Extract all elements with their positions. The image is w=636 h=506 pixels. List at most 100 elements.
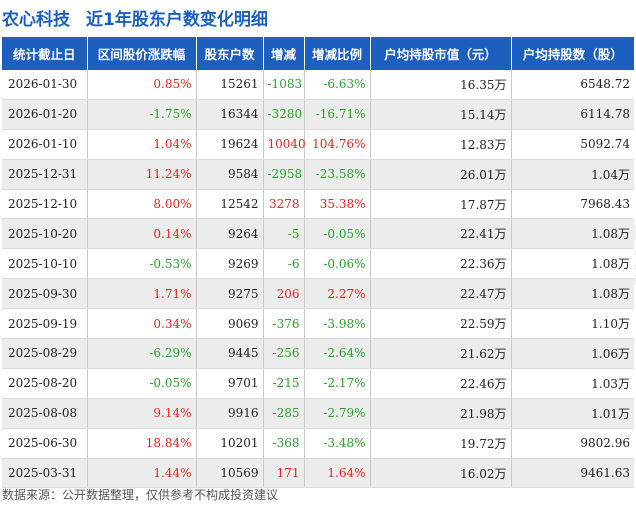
cell-price-change: 1.44% bbox=[87, 458, 197, 489]
cell-change-pct: 2.27% bbox=[304, 278, 371, 310]
cell-change: -368 bbox=[263, 428, 305, 459]
cell-change: -5 bbox=[263, 218, 305, 250]
cell-avg-value: 19.72万 bbox=[370, 428, 512, 459]
cell-change-pct: -6.63% bbox=[304, 70, 371, 100]
cell-date: 2025-08-29 bbox=[2, 338, 88, 369]
table-row: 2025-10-20 0.14% 9264 -5 -0.05% 22.41万 1.08万 bbox=[2, 218, 634, 250]
cell-date: 2026-01-30 bbox=[2, 70, 88, 100]
cell-change-pct: -3.48% bbox=[304, 428, 371, 459]
cell-avg-shares: 1.08万 bbox=[511, 218, 634, 250]
cell-holders: 10201 bbox=[196, 428, 264, 459]
cell-change: -285 bbox=[263, 398, 305, 429]
table-header-row: 统计截止日 区间股价涨跌幅 股东户数 增减 增减比例 户均持股市值（元） 户均持… bbox=[2, 37, 634, 70]
cell-avg-value: 17.87万 bbox=[370, 189, 512, 220]
cell-price-change: 8.00% bbox=[87, 189, 197, 220]
cell-holders: 9916 bbox=[196, 398, 264, 429]
cell-date: 2026-01-10 bbox=[2, 129, 88, 160]
cell-price-change: 1.04% bbox=[87, 129, 197, 160]
cell-avg-value: 16.02万 bbox=[370, 458, 512, 489]
cell-avg-shares: 1.08万 bbox=[511, 278, 634, 310]
cell-avg-value: 22.46万 bbox=[370, 368, 512, 399]
cell-avg-value: 26.01万 bbox=[370, 159, 512, 190]
cell-change-pct: -2.79% bbox=[304, 398, 371, 429]
cell-holders: 9584 bbox=[196, 159, 264, 190]
cell-change: -6 bbox=[263, 248, 305, 280]
cell-avg-shares: 1.10万 bbox=[511, 308, 634, 340]
cell-change-pct: -2.17% bbox=[304, 368, 371, 399]
table-row: 2025-12-31 11.24% 9584 -2958 -23.58% 26.01万 1.… bbox=[2, 159, 634, 190]
cell-change: 206 bbox=[263, 278, 305, 310]
cell-price-change: 0.34% bbox=[87, 308, 197, 340]
cell-avg-shares: 6548.72 bbox=[511, 70, 634, 100]
cell-change: -256 bbox=[263, 338, 305, 369]
cell-change: -2958 bbox=[263, 159, 305, 190]
cell-avg-shares: 5092.74 bbox=[511, 129, 634, 160]
cell-change-pct: -0.05% bbox=[304, 218, 371, 250]
cell-change-pct: -2.64% bbox=[304, 338, 371, 369]
page-title: 近1年股东户数变化明细 bbox=[86, 9, 268, 30]
table-row: 2026-01-10 1.04% 19624 10040 104.76% 12.83万 50… bbox=[2, 129, 634, 160]
table-row: 2026-01-30 0.85% 15261 -1083 -6.63% 16.35万 654… bbox=[2, 70, 634, 100]
data-source-note: 数据来源：公开数据整理，仅供参考不构成投资建议 bbox=[2, 488, 279, 502]
cell-change-pct: 104.76% bbox=[304, 129, 371, 160]
cell-price-change: -0.05% bbox=[87, 368, 197, 399]
cell-date: 2025-09-19 bbox=[2, 308, 88, 340]
company-name: 农心科技 bbox=[2, 9, 70, 30]
cell-change-pct: 35.38% bbox=[304, 189, 371, 220]
cell-avg-shares: 7968.43 bbox=[511, 189, 634, 220]
column-header-avg-shares: 户均持股数（股） bbox=[511, 37, 634, 70]
cell-price-change: 0.14% bbox=[87, 218, 197, 250]
cell-price-change: -1.75% bbox=[87, 99, 197, 130]
table-row: 2025-09-19 0.34% 9069 -376 -3.98% 22.59万 1.10万 bbox=[2, 308, 634, 340]
cell-avg-value: 16.35万 bbox=[370, 70, 512, 100]
column-header-date: 统计截止日 bbox=[2, 37, 88, 70]
cell-holders: 9264 bbox=[196, 218, 264, 250]
cell-holders: 9701 bbox=[196, 368, 264, 399]
cell-change-pct: 1.64% bbox=[304, 458, 371, 489]
table-row: 2025-03-31 1.44% 10569 171 1.64% 16.02万 9461.6… bbox=[2, 458, 634, 489]
column-header-change: 增减 bbox=[263, 37, 305, 70]
cell-date: 2025-08-20 bbox=[2, 368, 88, 399]
cell-date: 2025-08-08 bbox=[2, 398, 88, 429]
cell-date: 2025-03-31 bbox=[2, 458, 88, 489]
cell-avg-shares: 1.03万 bbox=[511, 368, 634, 399]
cell-holders: 10569 bbox=[196, 458, 264, 489]
cell-holders: 12542 bbox=[196, 189, 264, 220]
cell-avg-value: 22.47万 bbox=[370, 278, 512, 310]
cell-holders: 9275 bbox=[196, 278, 264, 310]
cell-price-change: 11.24% bbox=[87, 159, 197, 190]
column-header-change-pct: 增减比例 bbox=[304, 37, 371, 70]
cell-change-pct: -0.06% bbox=[304, 248, 371, 280]
cell-change-pct: -23.58% bbox=[304, 159, 371, 190]
cell-date: 2025-12-31 bbox=[2, 159, 88, 190]
table-row: 2025-09-30 1.71% 9275 206 2.27% 22.47万 1.08万 bbox=[2, 278, 634, 310]
cell-avg-shares: 9461.63 bbox=[511, 458, 634, 489]
cell-holders: 16344 bbox=[196, 99, 264, 130]
cell-change: 3278 bbox=[263, 189, 305, 220]
cell-price-change: 9.14% bbox=[87, 398, 197, 429]
table-row: 2025-08-20 -0.05% 9701 -215 -2.17% 22.46万 1.03… bbox=[2, 368, 634, 399]
cell-holders: 19624 bbox=[196, 129, 264, 160]
cell-date: 2025-06-30 bbox=[2, 428, 88, 459]
cell-price-change: 1.71% bbox=[87, 278, 197, 310]
column-header-holders: 股东户数 bbox=[196, 37, 264, 70]
cell-date: 2026-01-20 bbox=[2, 99, 88, 130]
cell-avg-value: 21.98万 bbox=[370, 398, 512, 429]
cell-price-change: -6.29% bbox=[87, 338, 197, 369]
table-row: 2026-01-20 -1.75% 16344 -3280 -16.71% 15.14万 6… bbox=[2, 99, 634, 130]
table-row: 2025-12-10 8.00% 12542 3278 35.38% 17.87万 7968… bbox=[2, 189, 634, 220]
cell-change: 10040 bbox=[263, 129, 306, 160]
cell-avg-shares: 1.06万 bbox=[511, 338, 634, 369]
cell-date: 2025-10-20 bbox=[2, 218, 88, 250]
cell-avg-shares: 9802.96 bbox=[511, 428, 634, 459]
cell-avg-value: 12.83万 bbox=[370, 129, 512, 160]
table-body: 2026-01-30 0.85% 15261 -1083 -6.63% 16.35万 654… bbox=[2, 70, 634, 489]
cell-date: 2025-09-30 bbox=[2, 278, 88, 310]
cell-change: -1083 bbox=[263, 70, 305, 100]
cell-avg-value: 22.59万 bbox=[370, 308, 512, 340]
cell-change-pct: -16.71% bbox=[304, 99, 371, 130]
table-row: 2025-08-29 -6.29% 9445 -256 -2.64% 21.62万 1.06… bbox=[2, 338, 634, 369]
shareholder-table: 统计截止日 区间股价涨跌幅 股东户数 增减 增减比例 户均持股市值（元） 户均持… bbox=[2, 37, 634, 489]
cell-holders: 9445 bbox=[196, 338, 264, 369]
cell-change: -3280 bbox=[263, 99, 305, 130]
